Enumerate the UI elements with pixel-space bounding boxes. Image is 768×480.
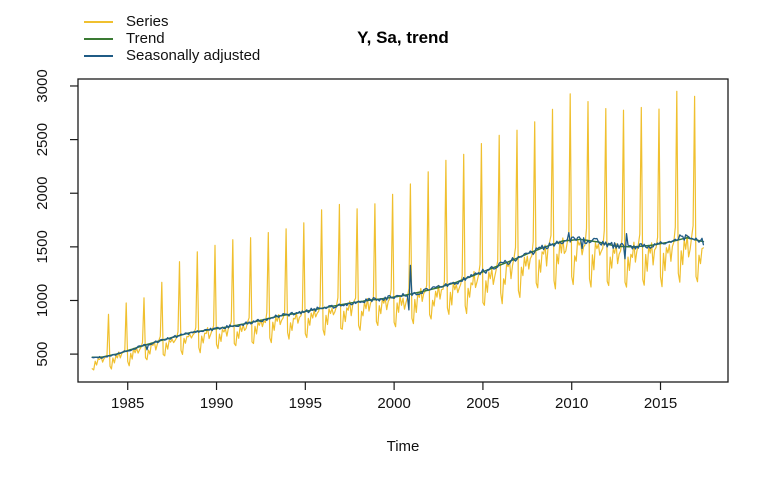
x-tick-label: 1985 bbox=[111, 395, 144, 412]
legend-item-seasonally-adjusted: Seasonally adjusted bbox=[84, 47, 260, 64]
legend-label-series: Series bbox=[126, 13, 169, 30]
sa-line-swatch bbox=[84, 54, 113, 57]
x-tick-label: 2000 bbox=[377, 395, 410, 412]
y-tick-label: 500 bbox=[34, 342, 51, 367]
series-line-swatch bbox=[84, 20, 113, 23]
legend-label-trend: Trend bbox=[126, 30, 165, 47]
x-tick-label: 2010 bbox=[555, 395, 588, 412]
series-line bbox=[91, 90, 705, 371]
legend-item-trend: Trend bbox=[84, 30, 260, 47]
y-tick-label: 3000 bbox=[34, 69, 51, 102]
x-tick-label: 1990 bbox=[200, 395, 233, 412]
y-tick-label: 2000 bbox=[34, 177, 51, 210]
legend-label-seasonally-adjusted: Seasonally adjusted bbox=[126, 47, 261, 64]
chart-title: Y, Sa, trend bbox=[357, 28, 449, 47]
x-tick-label: 1995 bbox=[289, 395, 322, 412]
trend-line-swatch bbox=[84, 37, 113, 40]
x-tick-label: 2015 bbox=[644, 395, 677, 412]
x-tick-label: 2005 bbox=[466, 395, 499, 412]
chart-legend: Series Trend Seasonally adjusted bbox=[84, 13, 260, 64]
y-tick-label: 2500 bbox=[34, 123, 51, 156]
plot-box bbox=[77, 78, 729, 383]
y-tick-label: 1000 bbox=[34, 284, 51, 317]
seasonally-adjusted-line bbox=[91, 231, 705, 359]
x-axis-title: Time bbox=[386, 438, 420, 455]
y-tick-label: 1500 bbox=[34, 230, 51, 263]
legend-item-series: Series bbox=[84, 13, 260, 30]
